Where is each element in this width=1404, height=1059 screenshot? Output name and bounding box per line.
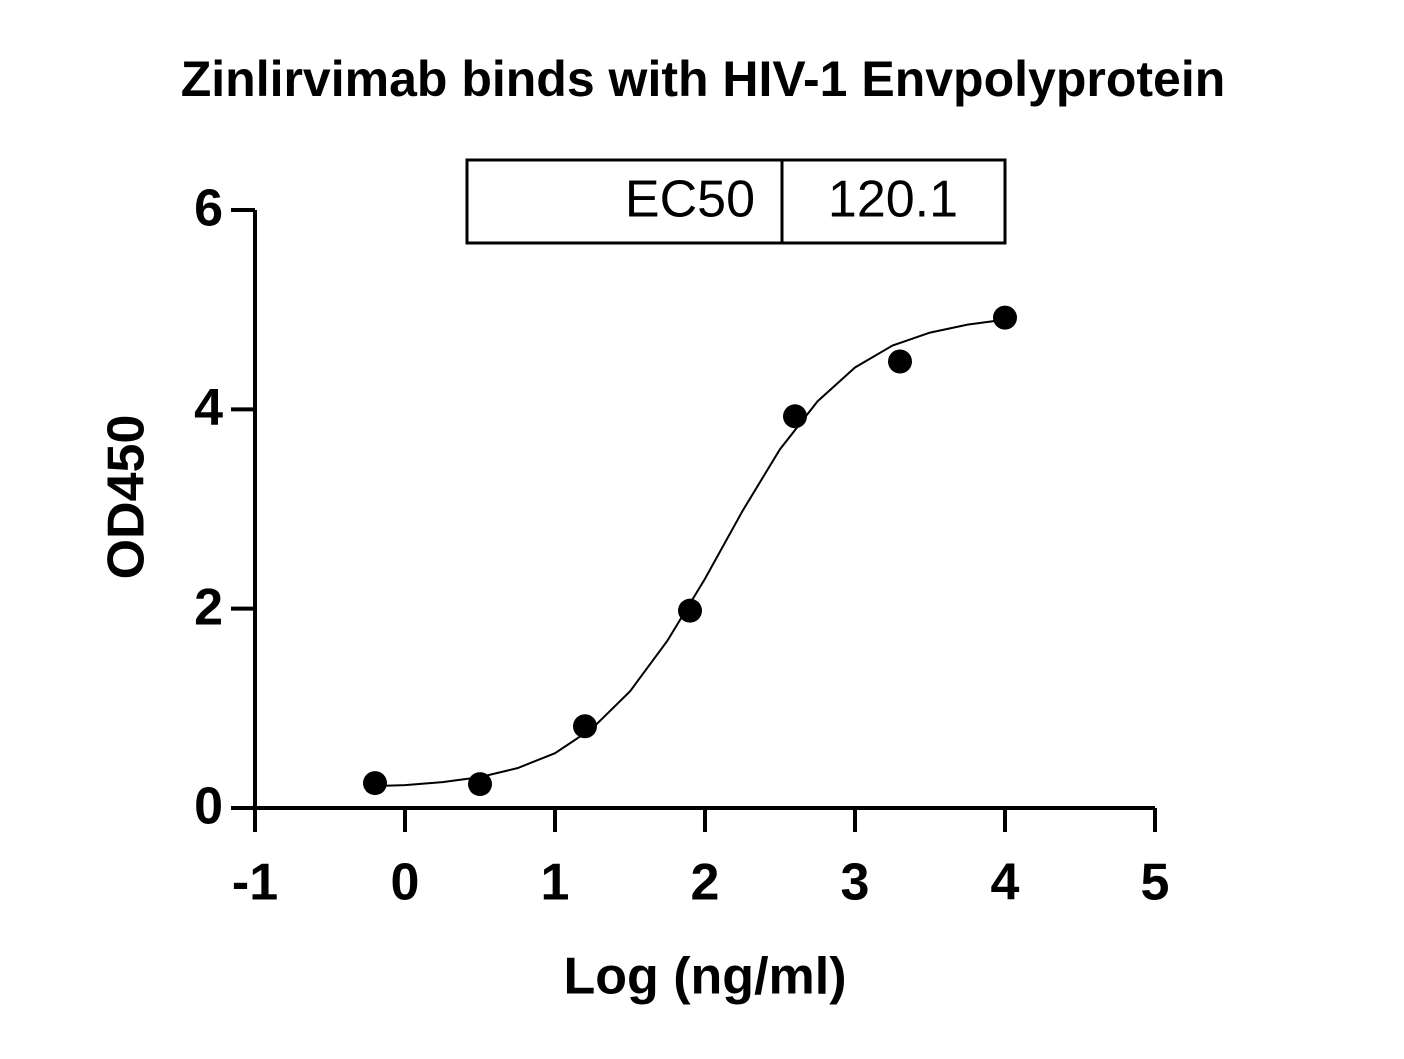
data-point [888, 349, 912, 374]
y-axis-label: OD450 [98, 415, 156, 580]
x-tick-label: 0 [391, 854, 420, 912]
x-tick-label: 2 [691, 854, 720, 912]
data-point [363, 771, 387, 796]
data-point [468, 772, 492, 797]
chart-title: Zinlirvimab binds with HIV-1 Envpolyprot… [181, 51, 1226, 107]
data-point [993, 305, 1017, 330]
x-tick-label: 4 [991, 854, 1020, 912]
y-tick-label: 0 [194, 778, 223, 836]
ec50-value: 120.1 [828, 171, 958, 229]
data-point [573, 714, 597, 739]
x-axis-label: Log (ng/ml) [563, 948, 846, 1006]
x-tick-label: -1 [232, 854, 278, 912]
ec50-table [465, 158, 1007, 245]
fit-curve [374, 318, 1006, 788]
y-tick-label: 6 [194, 180, 223, 238]
y-tick-label: 2 [194, 578, 223, 636]
x-tick-label: 3 [841, 854, 870, 912]
data-point [783, 404, 807, 429]
ec50-label: EC50 [625, 171, 755, 229]
data-point [678, 598, 702, 623]
y-tick-label: 4 [194, 379, 223, 437]
x-tick-label: 1 [541, 854, 570, 912]
x-tick-label: 5 [1141, 854, 1170, 912]
